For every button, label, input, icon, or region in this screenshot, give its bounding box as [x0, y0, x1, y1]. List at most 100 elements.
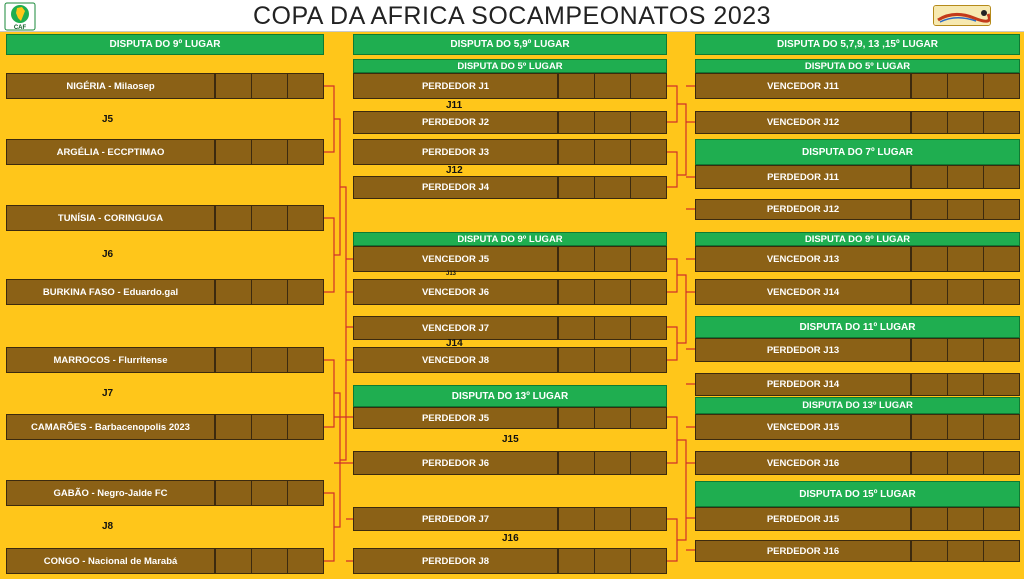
score-cell[interactable]: [983, 541, 1019, 561]
score-cell[interactable]: [287, 481, 323, 505]
score-cell[interactable]: [594, 348, 630, 372]
score-cell[interactable]: [558, 74, 594, 98]
score-cell[interactable]: [983, 452, 1019, 474]
score-cell[interactable]: [630, 549, 666, 573]
score-cell[interactable]: [630, 112, 666, 133]
score-cell[interactable]: [558, 177, 594, 198]
score-cell[interactable]: [594, 247, 630, 271]
score-cell[interactable]: [911, 541, 947, 561]
score-cell[interactable]: [594, 140, 630, 164]
score-cell[interactable]: [251, 280, 287, 304]
score-cell[interactable]: [251, 481, 287, 505]
score-cell[interactable]: [287, 74, 323, 98]
score-cell[interactable]: [215, 348, 251, 372]
score-cell[interactable]: [947, 415, 983, 439]
score-cell[interactable]: [630, 247, 666, 271]
score-cell[interactable]: [287, 549, 323, 573]
score-cell[interactable]: [630, 177, 666, 198]
score-cell[interactable]: [983, 247, 1019, 271]
score-cell[interactable]: [983, 112, 1019, 133]
score-cell[interactable]: [594, 408, 630, 428]
score-cell[interactable]: [287, 280, 323, 304]
score-cell[interactable]: [983, 415, 1019, 439]
score-cell[interactable]: [630, 280, 666, 304]
score-cell[interactable]: [947, 74, 983, 98]
score-cell[interactable]: [558, 280, 594, 304]
score-cell[interactable]: [287, 140, 323, 164]
score-cell[interactable]: [594, 317, 630, 339]
score-cell[interactable]: [983, 74, 1019, 98]
score-cell[interactable]: [630, 508, 666, 530]
score-cell[interactable]: [251, 549, 287, 573]
score-cell[interactable]: [251, 348, 287, 372]
score-cell[interactable]: [911, 166, 947, 188]
score-cell[interactable]: [215, 280, 251, 304]
score-cell[interactable]: [558, 452, 594, 474]
score-cell[interactable]: [594, 549, 630, 573]
score-cell[interactable]: [287, 206, 323, 230]
score-cell[interactable]: [947, 374, 983, 395]
score-cell[interactable]: [558, 140, 594, 164]
score-cell[interactable]: [251, 206, 287, 230]
score-cell[interactable]: [947, 112, 983, 133]
score-cell[interactable]: [911, 74, 947, 98]
score-cell[interactable]: [983, 339, 1019, 361]
score-cell[interactable]: [215, 74, 251, 98]
score-cell[interactable]: [947, 200, 983, 219]
score-cell[interactable]: [947, 541, 983, 561]
score-cell[interactable]: [983, 280, 1019, 304]
score-cell[interactable]: [594, 112, 630, 133]
score-cell[interactable]: [983, 374, 1019, 395]
score-cell[interactable]: [215, 481, 251, 505]
score-cell[interactable]: [594, 280, 630, 304]
score-cell[interactable]: [911, 200, 947, 219]
score-cell[interactable]: [251, 74, 287, 98]
score-cell[interactable]: [251, 415, 287, 439]
score-cell[interactable]: [911, 508, 947, 530]
score-cell[interactable]: [558, 317, 594, 339]
score-cell[interactable]: [983, 508, 1019, 530]
score-cell[interactable]: [287, 348, 323, 372]
score-cell[interactable]: [947, 166, 983, 188]
score-cell[interactable]: [947, 247, 983, 271]
score-cell[interactable]: [558, 508, 594, 530]
score-cell[interactable]: [558, 408, 594, 428]
score-cell[interactable]: [558, 549, 594, 573]
score-cell[interactable]: [947, 452, 983, 474]
score-cell[interactable]: [911, 452, 947, 474]
score-cell[interactable]: [630, 140, 666, 164]
score-cell[interactable]: [947, 339, 983, 361]
score-cell[interactable]: [630, 348, 666, 372]
score-cell[interactable]: [911, 415, 947, 439]
score-cell[interactable]: [630, 74, 666, 98]
score-cell[interactable]: [911, 339, 947, 361]
score-cell[interactable]: [594, 452, 630, 474]
score-cell[interactable]: [287, 415, 323, 439]
score-cell[interactable]: [911, 280, 947, 304]
score-cell[interactable]: [558, 112, 594, 133]
score-cell[interactable]: [215, 415, 251, 439]
score-cell[interactable]: [983, 200, 1019, 219]
score-cell[interactable]: [558, 247, 594, 271]
score-cell[interactable]: [215, 140, 251, 164]
score-cell[interactable]: [594, 508, 630, 530]
score-cell[interactable]: [630, 317, 666, 339]
score-cell[interactable]: [630, 452, 666, 474]
slot-label: VENCEDOR J6: [354, 280, 558, 304]
score-cell[interactable]: [594, 74, 630, 98]
score-cell[interactable]: [911, 374, 947, 395]
section-header: DISPUTA DO 13º LUGAR: [695, 397, 1020, 414]
score-cell[interactable]: [947, 280, 983, 304]
score-cell[interactable]: [558, 348, 594, 372]
score-cell[interactable]: [911, 247, 947, 271]
score-cell[interactable]: [251, 140, 287, 164]
score-cell[interactable]: [594, 177, 630, 198]
slot-label: PERDEDOR J2: [354, 112, 558, 133]
score-cell[interactable]: [947, 508, 983, 530]
score-cell[interactable]: [215, 549, 251, 573]
score-cell[interactable]: [911, 112, 947, 133]
score-cell[interactable]: [630, 408, 666, 428]
team-row: TUNÍSIA - CORINGUGA: [6, 205, 324, 231]
score-cell[interactable]: [215, 206, 251, 230]
score-cell[interactable]: [983, 166, 1019, 188]
